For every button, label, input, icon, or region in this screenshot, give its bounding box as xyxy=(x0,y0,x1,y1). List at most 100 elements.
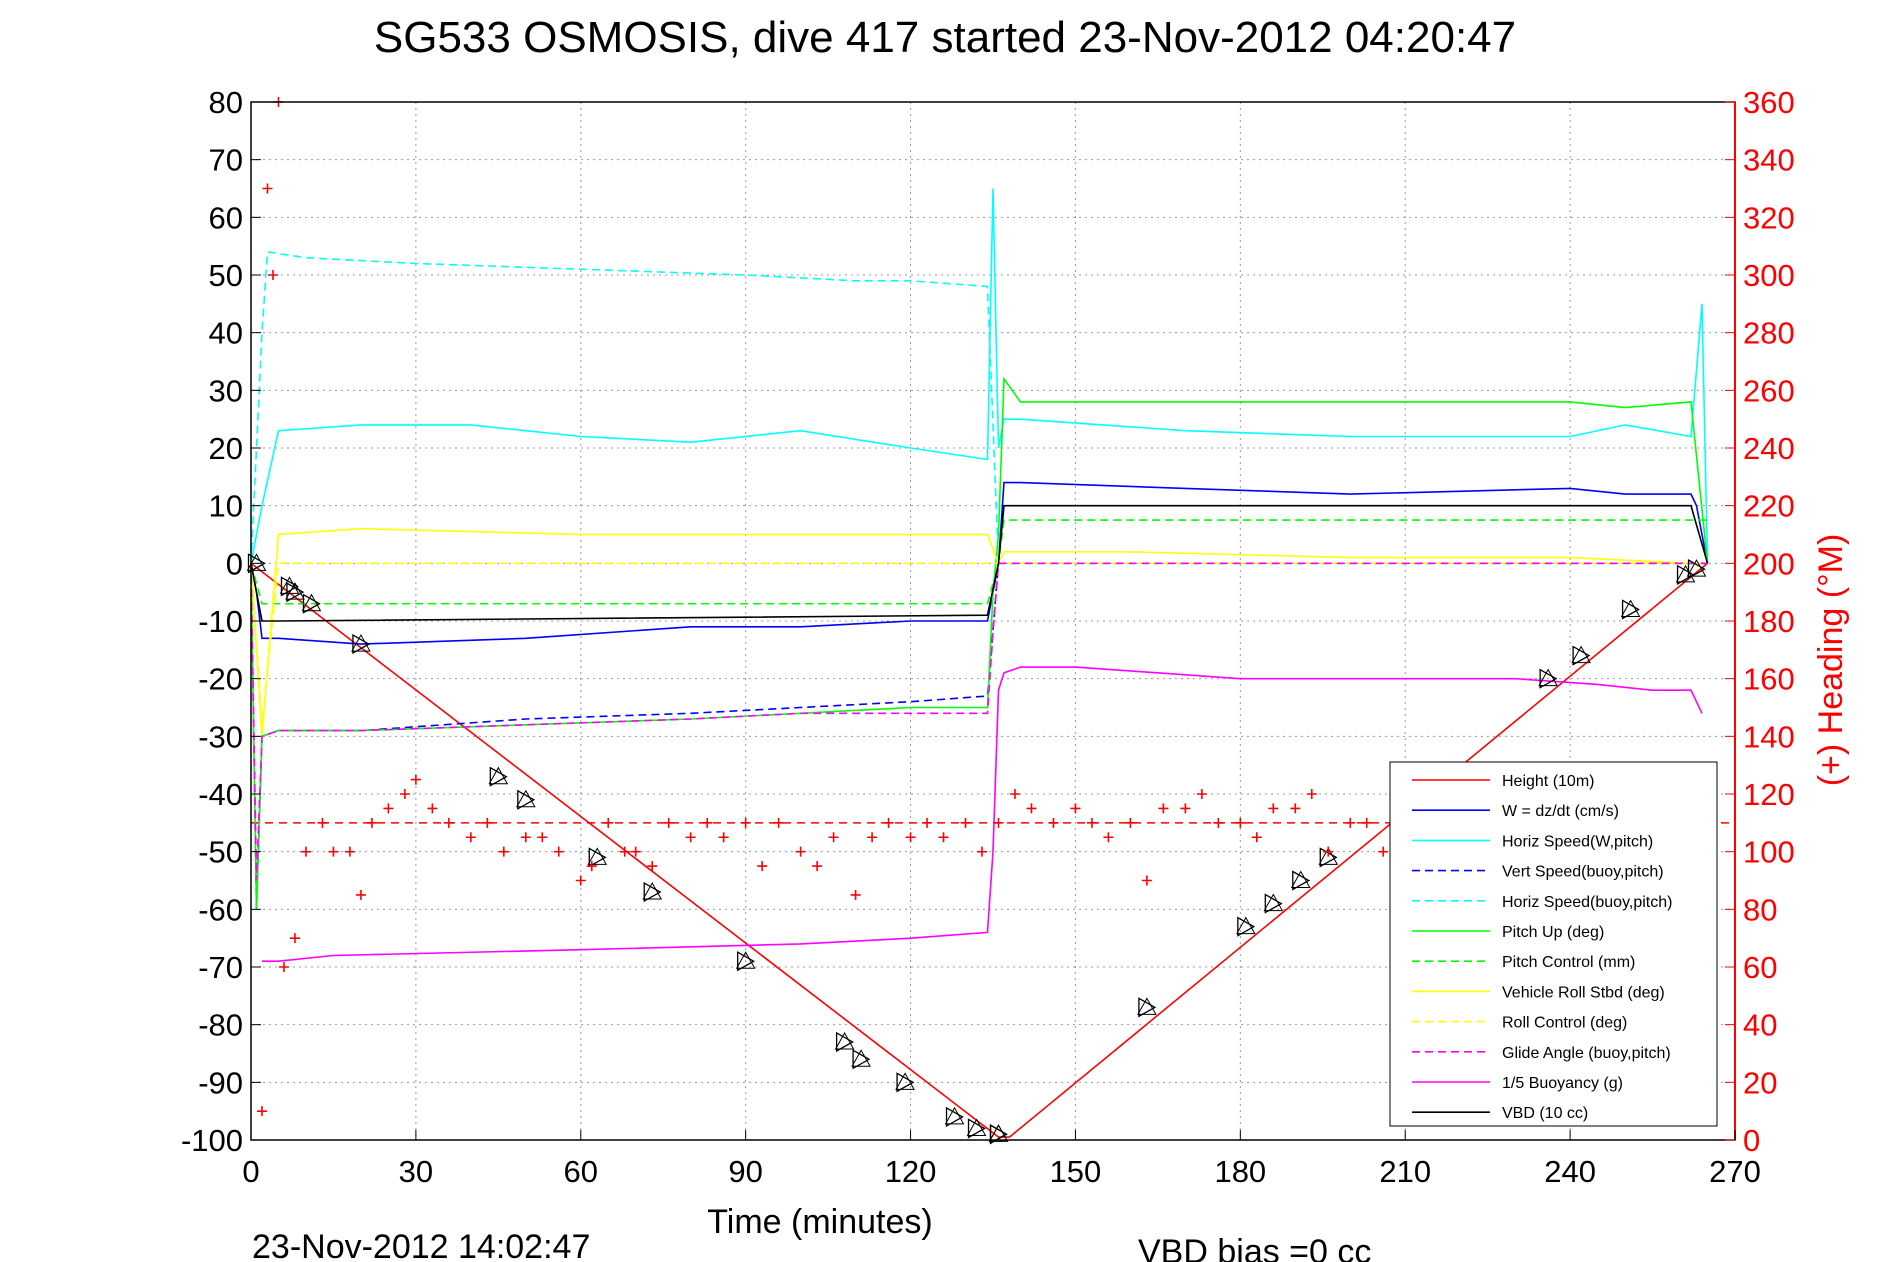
y2-tick-label: 200 xyxy=(1743,546,1795,581)
height-marker xyxy=(896,1072,915,1093)
y-tick-label: -30 xyxy=(198,719,243,754)
height-marker xyxy=(1138,997,1157,1018)
heading-point xyxy=(1158,803,1169,814)
heading-point xyxy=(938,832,949,843)
footer-vbd-bias: VBD bias =0 cc xyxy=(1138,1233,1371,1262)
legend-label-4: Vert Speed(buoy,pitch) xyxy=(1502,864,1664,881)
y-tick-label: -60 xyxy=(198,892,243,927)
height-marker xyxy=(852,1049,871,1070)
y-tick-label: 60 xyxy=(209,200,243,235)
y2-tick-label: 280 xyxy=(1743,316,1795,351)
heading-point xyxy=(317,817,328,828)
y2-tick-label: 360 xyxy=(1743,85,1795,120)
height-marker xyxy=(735,951,756,969)
series-line-9 xyxy=(250,562,1708,725)
series-line-11 xyxy=(262,666,1703,963)
heading-point xyxy=(1323,846,1334,857)
y2-tick-label: 40 xyxy=(1743,1008,1777,1043)
height-marker xyxy=(966,1118,987,1136)
height-marker xyxy=(1235,916,1256,935)
heading-point xyxy=(1125,817,1136,828)
height-marker xyxy=(1675,564,1696,583)
height-marker xyxy=(488,766,509,785)
heading-point xyxy=(1378,846,1389,857)
y2-tick-label: 320 xyxy=(1743,200,1795,235)
legend-label-5: Horiz Speed(buoy,pitch) xyxy=(1502,894,1672,911)
heading-point xyxy=(344,846,355,857)
series-line-3 xyxy=(250,188,1709,564)
x-tick-label: 90 xyxy=(728,1154,762,1189)
height-marker xyxy=(246,553,267,571)
height-marker xyxy=(737,951,755,972)
y-tick-label: 80 xyxy=(209,85,243,120)
height-marker xyxy=(1621,599,1640,620)
heading-point xyxy=(267,270,278,280)
y-tick-label: 40 xyxy=(209,316,243,351)
heading-point xyxy=(883,817,894,828)
x-tick-label: 270 xyxy=(1709,1154,1761,1189)
heading-point xyxy=(630,846,641,857)
heading-point xyxy=(1268,803,1279,814)
y-tick-label: 0 xyxy=(226,546,243,581)
heading-point xyxy=(1048,817,1059,828)
y2-tick-label: 60 xyxy=(1743,950,1777,985)
heading-point xyxy=(740,817,751,828)
heading-point xyxy=(993,817,1004,828)
heading-point xyxy=(1086,817,1097,828)
y-tick-label: 70 xyxy=(209,143,243,178)
y2-tick-label: 160 xyxy=(1743,662,1795,697)
heading-point xyxy=(278,962,289,972)
legend-label-2: W = dz/dt (cm/s) xyxy=(1502,803,1619,820)
height-marker xyxy=(1263,893,1284,912)
height-marker xyxy=(989,1124,1008,1145)
y-tick-label: 50 xyxy=(209,258,243,293)
y-tick-label: -50 xyxy=(198,835,243,870)
footer-timestamp: 23-Nov-2012 14:02:47 xyxy=(252,1228,590,1262)
heading-point xyxy=(537,832,548,843)
legend-label-1: Height (10m) xyxy=(1502,773,1594,790)
height-marker xyxy=(895,1072,915,1090)
height-marker xyxy=(1290,870,1311,888)
plot-area xyxy=(246,97,1735,1145)
heading-point xyxy=(977,846,988,857)
heading-point xyxy=(520,832,531,843)
legend-box xyxy=(1389,761,1718,1127)
heading-point xyxy=(1235,817,1246,828)
y-tick-label: -70 xyxy=(198,950,243,985)
chart-title: SG533 OSMOSIS, dive 417 started 23-Nov-2… xyxy=(374,13,1516,62)
height-marker xyxy=(1318,847,1339,865)
height-marker xyxy=(834,1031,855,1050)
height-marker xyxy=(489,766,508,787)
height-marker xyxy=(302,593,321,614)
y-tick-label: -40 xyxy=(198,777,243,812)
heading-point xyxy=(1213,817,1224,828)
heading-point xyxy=(1196,789,1207,799)
height-marker xyxy=(588,847,607,868)
x-axis-ticks: 0 30 60 90 120 150 180 210 240 270 xyxy=(242,1130,1761,1189)
heading-point xyxy=(1306,789,1317,799)
height-marker xyxy=(851,1049,871,1067)
heading-point xyxy=(482,817,493,828)
heading-point xyxy=(328,846,339,857)
legend-label-10: Glide Angle (buoy,pitch) xyxy=(1502,1045,1671,1062)
heading-point xyxy=(828,832,839,843)
x-tick-label: 240 xyxy=(1544,1154,1596,1189)
height-marker xyxy=(835,1031,854,1053)
y-tick-label: -90 xyxy=(198,1065,243,1100)
heading-point xyxy=(410,774,421,785)
heading-point xyxy=(603,817,614,828)
y2-tick-label: 240 xyxy=(1743,431,1795,466)
heading-point xyxy=(1290,803,1301,814)
legend: Height (10m) W = dz/dt (cm/s) Horiz Speed(… xyxy=(1389,761,1718,1127)
y2-tick-label: 100 xyxy=(1743,835,1795,870)
heading-point xyxy=(498,846,509,857)
heading-point xyxy=(586,861,597,872)
heading-point xyxy=(702,817,713,828)
height-marker xyxy=(351,634,371,652)
legend-label-9: Roll Control (deg) xyxy=(1502,1015,1627,1032)
y-tick-label: -80 xyxy=(198,1008,243,1043)
y2-tick-label: 300 xyxy=(1743,258,1795,293)
heading-point xyxy=(850,889,861,900)
height-marker xyxy=(988,1124,1009,1142)
heading-point xyxy=(663,817,674,828)
